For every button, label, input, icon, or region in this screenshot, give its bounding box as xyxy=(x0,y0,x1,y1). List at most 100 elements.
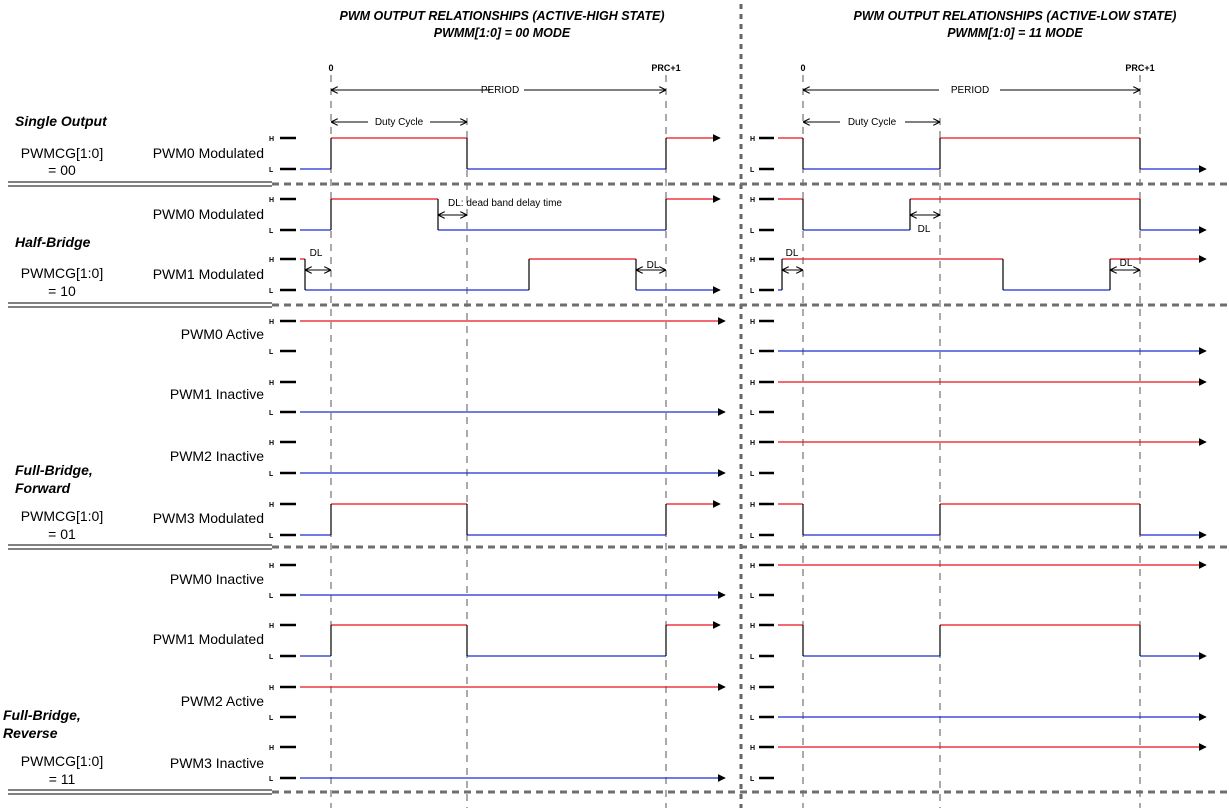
svg-text:L: L xyxy=(750,167,755,174)
svg-text:L: L xyxy=(750,776,755,783)
signal-label: PWM2 Active xyxy=(181,693,264,709)
signal-label: PWM0 Modulated xyxy=(153,206,264,222)
signal-label: PWM0 Active xyxy=(181,326,264,342)
svg-text:H: H xyxy=(750,563,755,570)
waveform-row8 xyxy=(300,561,1207,599)
svg-text:H: H xyxy=(750,380,755,387)
waveform-row6 xyxy=(300,438,1207,477)
signal-label: PWM1 Inactive xyxy=(170,386,264,402)
svg-text:L: L xyxy=(269,167,274,174)
svg-text:L: L xyxy=(269,410,274,417)
svg-text:L: L xyxy=(269,593,274,600)
waveform-row5 xyxy=(300,378,1207,416)
signal-label: PWM3 Inactive xyxy=(170,755,264,771)
svg-text:L: L xyxy=(269,654,274,661)
svg-text:L: L xyxy=(269,471,274,478)
svg-text:L: L xyxy=(750,410,755,417)
config-full-bridge-forward: PWMCG[1:0] xyxy=(21,508,103,524)
dead-band-legend: DL: dead band delay time xyxy=(448,198,562,209)
svg-text:H: H xyxy=(750,257,755,264)
right-end-marker: PRC+1 xyxy=(1125,63,1154,73)
signal-label: PWM3 Modulated xyxy=(153,510,264,526)
left-duty-label: Duty Cycle xyxy=(375,117,424,128)
svg-text:L: L xyxy=(269,288,274,295)
dead-band-annotations xyxy=(305,215,1140,270)
dl-label: DL xyxy=(310,248,323,259)
svg-text:H: H xyxy=(269,563,274,570)
config-full-bridge-reverse-value: = 11 xyxy=(49,771,76,787)
signal-label: PWM0 Inactive xyxy=(170,571,264,587)
waveform-row11 xyxy=(300,743,1207,782)
svg-text:L: L xyxy=(750,349,755,356)
right-period-label: PERIOD xyxy=(951,85,989,96)
right-duty-label: Duty Cycle xyxy=(848,117,897,128)
right-title-line2: PWMM[1:0] = 11 MODE xyxy=(947,26,1083,40)
config-half-bridge: PWMCG[1:0] xyxy=(21,265,103,281)
svg-text:H: H xyxy=(750,197,755,204)
svg-text:L: L xyxy=(269,533,274,540)
waveform-row7 xyxy=(300,500,1207,539)
waveform-row2 xyxy=(300,195,1207,234)
svg-text:H: H xyxy=(269,623,274,630)
level-ticks xyxy=(280,136,774,780)
config-half-bridge-value: = 10 xyxy=(48,283,76,299)
svg-text:H: H xyxy=(269,257,274,264)
svg-text:L: L xyxy=(750,533,755,540)
waveform-row10 xyxy=(300,683,1207,721)
group-full-bridge-reverse-line2: Reverse xyxy=(3,725,58,741)
signal-label: PWM0 Modulated xyxy=(153,145,264,161)
svg-text:H: H xyxy=(269,440,274,447)
svg-text:H: H xyxy=(269,136,274,143)
config-full-bridge-reverse: PWMCG[1:0] xyxy=(21,753,103,769)
svg-text:H: H xyxy=(750,319,755,326)
svg-text:L: L xyxy=(750,228,755,235)
waveform-row1 xyxy=(300,134,1207,173)
left-zero-marker: 0 xyxy=(328,63,333,73)
svg-text:H: H xyxy=(269,502,274,509)
group-single-output: Single Output xyxy=(15,113,108,129)
svg-text:H: H xyxy=(750,440,755,447)
dl-label: DL xyxy=(1120,258,1133,269)
signal-labels: PWM0 Modulated PWM0 Modulated PWM1 Modul… xyxy=(153,145,264,771)
svg-text:L: L xyxy=(750,593,755,600)
left-title-line2: PWMM[1:0] = 00 MODE xyxy=(434,26,571,40)
left-end-marker: PRC+1 xyxy=(651,63,680,73)
waveform-row4 xyxy=(300,317,1207,355)
left-title-line1: PWM OUTPUT RELATIONSHIPS (ACTIVE-HIGH ST… xyxy=(340,9,665,23)
config-full-bridge-forward-value: = 01 xyxy=(48,526,76,542)
signal-label: PWM2 Inactive xyxy=(170,448,264,464)
level-letters: H L H L H L H L H L H L H L H L H L H L H L H L H L H… xyxy=(269,136,755,783)
dl-label: DL xyxy=(647,260,660,271)
svg-text:L: L xyxy=(269,776,274,783)
svg-text:L: L xyxy=(269,715,274,722)
svg-text:H: H xyxy=(750,685,755,692)
svg-text:H: H xyxy=(750,502,755,509)
row-separators xyxy=(8,181,1229,795)
right-title-line1: PWM OUTPUT RELATIONSHIPS (ACTIVE-LOW STA… xyxy=(854,9,1177,23)
right-zero-marker: 0 xyxy=(800,63,805,73)
config-single-output-value: = 00 xyxy=(48,162,76,178)
group-full-bridge-forward-line2: Forward xyxy=(15,480,71,496)
svg-text:L: L xyxy=(750,471,755,478)
svg-text:L: L xyxy=(269,349,274,356)
svg-text:H: H xyxy=(750,136,755,143)
svg-text:H: H xyxy=(750,623,755,630)
svg-text:H: H xyxy=(269,319,274,326)
waveform-row3 xyxy=(300,255,1207,294)
dl-label: DL xyxy=(786,248,799,259)
group-full-bridge-reverse-line1: Full-Bridge, xyxy=(3,707,81,723)
signal-label: PWM1 Modulated xyxy=(153,266,264,282)
svg-text:H: H xyxy=(269,380,274,387)
left-period-label: PERIOD xyxy=(481,85,519,96)
svg-text:L: L xyxy=(750,654,755,661)
svg-text:L: L xyxy=(750,715,755,722)
group-full-bridge-forward-line1: Full-Bridge, xyxy=(15,462,93,478)
signal-label: PWM1 Modulated xyxy=(153,631,264,647)
svg-text:H: H xyxy=(750,745,755,752)
svg-text:H: H xyxy=(269,745,274,752)
waveforms xyxy=(300,134,1207,782)
config-single-output: PWMCG[1:0] xyxy=(21,145,103,161)
dl-label: DL xyxy=(918,224,931,235)
group-half-bridge: Half-Bridge xyxy=(15,234,91,250)
